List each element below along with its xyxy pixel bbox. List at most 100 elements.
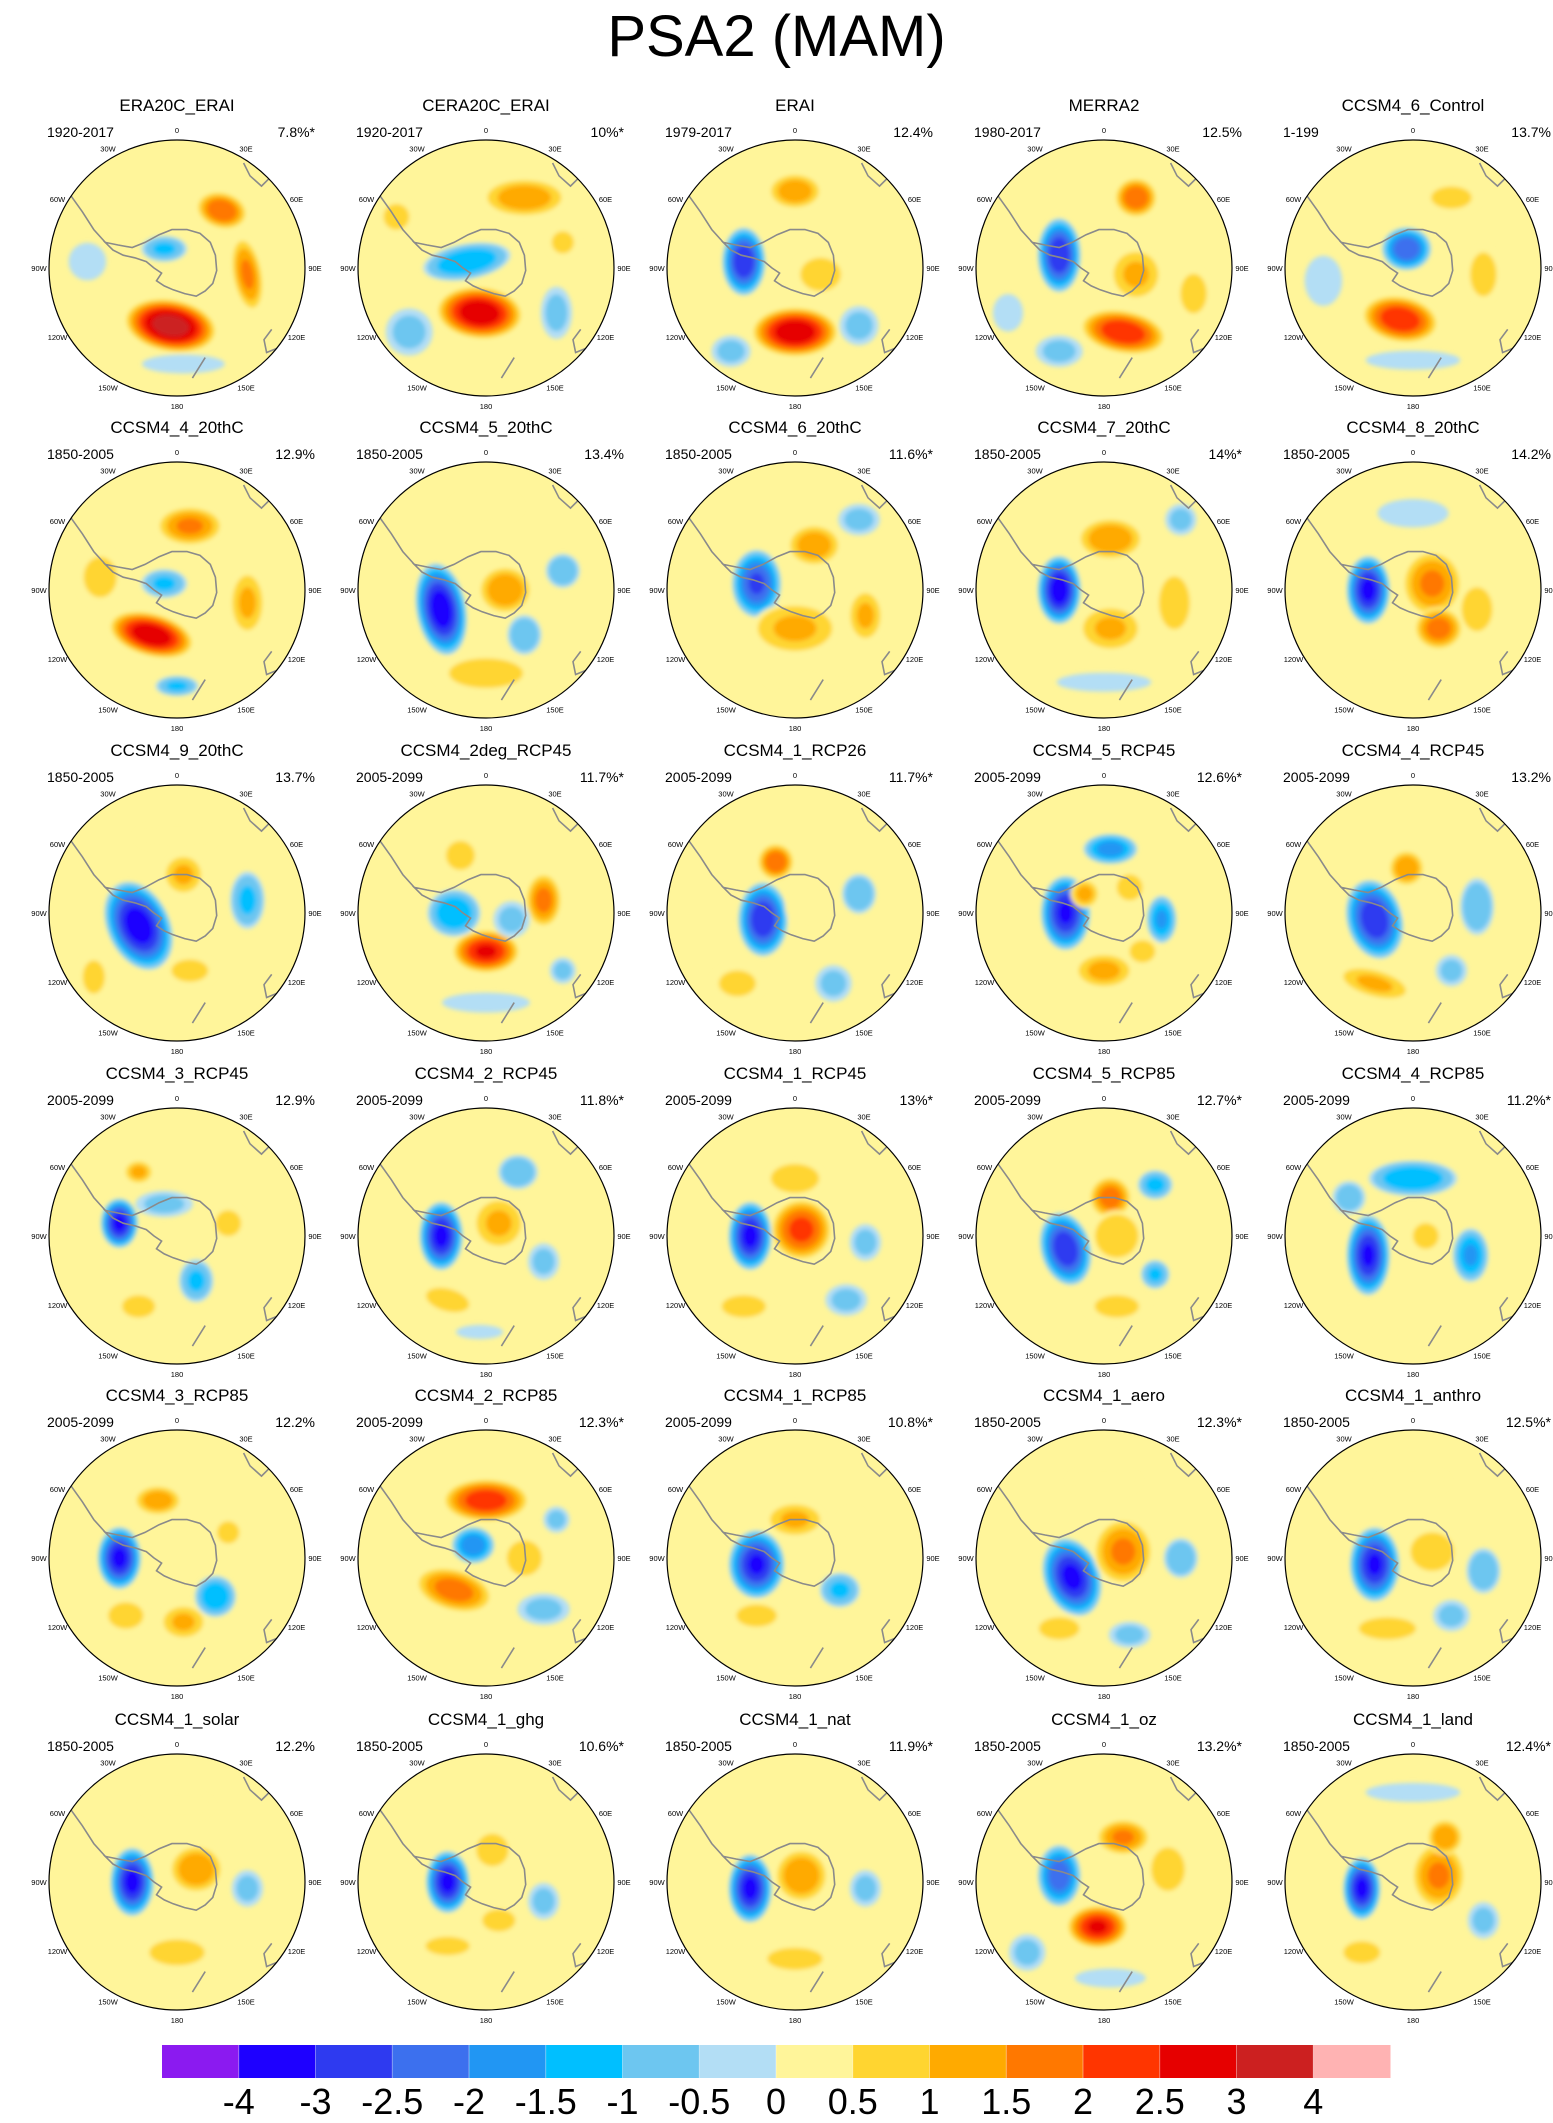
antarctica-outline	[1029, 1518, 1145, 1588]
anomaly-contour	[1365, 350, 1461, 370]
longitude-label: 30E	[1166, 1435, 1179, 1444]
longitude-label: 120W	[666, 1947, 687, 1956]
australia-outline	[572, 1618, 589, 1644]
anomaly-contour	[446, 841, 475, 870]
longitude-label: 60W	[1286, 195, 1302, 204]
longitude-label: 60E	[290, 195, 303, 204]
longitude-label: 30E	[857, 1759, 870, 1768]
longitude-label: 150E	[546, 384, 564, 393]
colorbar-tick-label: -2	[452, 2081, 486, 2122]
longitude-label: 150W	[1334, 1029, 1355, 1038]
anomaly-contour	[1123, 261, 1149, 288]
map-background	[358, 1754, 614, 2010]
anomaly-contour	[1469, 1551, 1498, 1590]
south-america-outline	[377, 515, 415, 565]
longitude-label: 90E	[926, 586, 939, 595]
longitude-label: 150W	[407, 1998, 428, 2007]
longitude-label: 30E	[857, 1113, 870, 1122]
longitude-label: 150E	[546, 1352, 564, 1361]
map-boundary	[48, 1753, 306, 2011]
anomaly-contour	[1068, 1467, 1140, 1496]
map-panel: CCSM4_1_aero 0 30E 60E 90E 120E 150E 180 150W 120…	[954, 1386, 1254, 1706]
south-america-outline	[995, 1161, 1033, 1211]
panel-title: CCSM4_1_RCP26	[723, 741, 867, 760]
polar-map: 0 30E 60E 90E 120E 150E 180 150W 120W 90W 60W 30W	[958, 1416, 1248, 1701]
map-boundary	[666, 1107, 924, 1365]
longitude-label: 90E	[926, 909, 939, 918]
longitude-label: 120E	[1524, 978, 1542, 987]
anomaly-contour	[236, 1875, 259, 1902]
australia-outline	[881, 328, 898, 354]
polar-map: 0 30E 60E 90E 120E 150E 180 150W 120W 90W 60W 30W	[340, 448, 630, 733]
anomaly-contour	[1367, 1553, 1382, 1576]
longitude-label: 90E	[1235, 1554, 1248, 1563]
map-panel: CCSM4_9_20thC 0 30E 60E 90E 120E 150E 180 150W 12…	[27, 741, 327, 1061]
longitude-label: 0	[484, 1416, 488, 1425]
south-america-outline	[686, 1161, 724, 1211]
longitude-label: 90W	[649, 1878, 665, 1887]
longitude-label: 90E	[308, 586, 321, 595]
antarctica-outline	[1338, 873, 1454, 943]
anomaly-contour	[238, 885, 256, 915]
longitude-label: 90W	[31, 586, 47, 595]
south-america-outline	[1304, 1161, 1342, 1211]
panel-title: MERRA2	[1068, 96, 1140, 115]
panel-period: 2005-2099	[665, 1092, 732, 1108]
polar-map: 0 30E 60E 90E 120E 150E 180 150W 120W 90W 60W 30W	[340, 771, 630, 1056]
map-panel: ERAI 0 30E 60E 90E 120E 150E 180 150W 120W 90W 60W 3…	[645, 96, 945, 416]
panel-title: CCSM4_8_20thC	[1346, 418, 1480, 437]
map-boundary	[975, 461, 1233, 719]
longitude-label: 60E	[1217, 1163, 1230, 1172]
longitude-label: 120W	[975, 1301, 996, 1310]
australia-outline	[572, 1942, 589, 1968]
longitude-label: 60E	[599, 1809, 612, 1818]
polar-map: 0 30E 60E 90E 120E 150E 180 150W 120W 90W 60W 30W	[649, 771, 939, 1056]
longitude-label: 30W	[100, 145, 116, 154]
anomaly-contour	[1166, 1541, 1196, 1575]
anomaly-contour	[1394, 856, 1419, 881]
longitude-label: 120E	[906, 1623, 924, 1632]
map-panel: CCSM4_1_RCP85 0 30E 60E 90E 120E 150E 180 150W 12…	[645, 1386, 945, 1706]
longitude-label: 60W	[359, 1485, 375, 1494]
longitude-label: 150E	[1473, 1998, 1491, 2007]
longitude-label: 0	[1411, 448, 1415, 457]
longitude-label: 30W	[1027, 1759, 1043, 1768]
longitude-label: 60W	[668, 840, 684, 849]
longitude-label: 120W	[48, 978, 69, 987]
panel-period: 1850-2005	[47, 769, 114, 785]
longitude-label: 120W	[1284, 978, 1305, 987]
anomaly-contour	[783, 1857, 820, 1894]
antarctica-outline	[1029, 873, 1145, 943]
longitude-label: 90E	[1235, 1232, 1248, 1241]
longitude-label: 120E	[906, 1947, 924, 1956]
anomaly-contour	[217, 1521, 240, 1544]
anomaly-contour	[383, 203, 410, 230]
anomaly-contour	[475, 944, 497, 959]
antarctica-outline	[1029, 228, 1145, 298]
new-zealand-outline	[500, 679, 515, 701]
panel-period: 1850-2005	[974, 446, 1041, 462]
longitude-label: 30E	[1475, 145, 1488, 154]
new-zealand-outline	[1118, 357, 1133, 379]
australia-outline	[1190, 650, 1207, 676]
africa-outline	[242, 1452, 270, 1478]
longitude-label: 30E	[548, 790, 561, 799]
longitude-label: 150E	[855, 384, 873, 393]
anomaly-contour	[1343, 1941, 1381, 1964]
longitude-label: 30W	[718, 1435, 734, 1444]
africa-outline	[1478, 807, 1506, 833]
longitude-label: 0	[1102, 1416, 1106, 1425]
anomaly-contour	[108, 1602, 144, 1629]
longitude-label: 180	[171, 1370, 184, 1379]
south-america-outline	[377, 193, 415, 243]
anomaly-contour	[143, 1194, 185, 1214]
longitude-label: 180	[1098, 1370, 1111, 1379]
longitude-label: 150W	[98, 1029, 119, 1038]
anomaly-contour	[238, 587, 256, 619]
panel-title: CCSM4_2deg_RCP45	[400, 741, 572, 760]
longitude-label: 60E	[290, 1809, 303, 1818]
anomaly-contour	[1088, 1920, 1108, 1934]
anomaly-contour	[844, 508, 874, 531]
longitude-label: 120W	[1284, 655, 1305, 664]
longitude-label: 30W	[100, 1113, 116, 1122]
